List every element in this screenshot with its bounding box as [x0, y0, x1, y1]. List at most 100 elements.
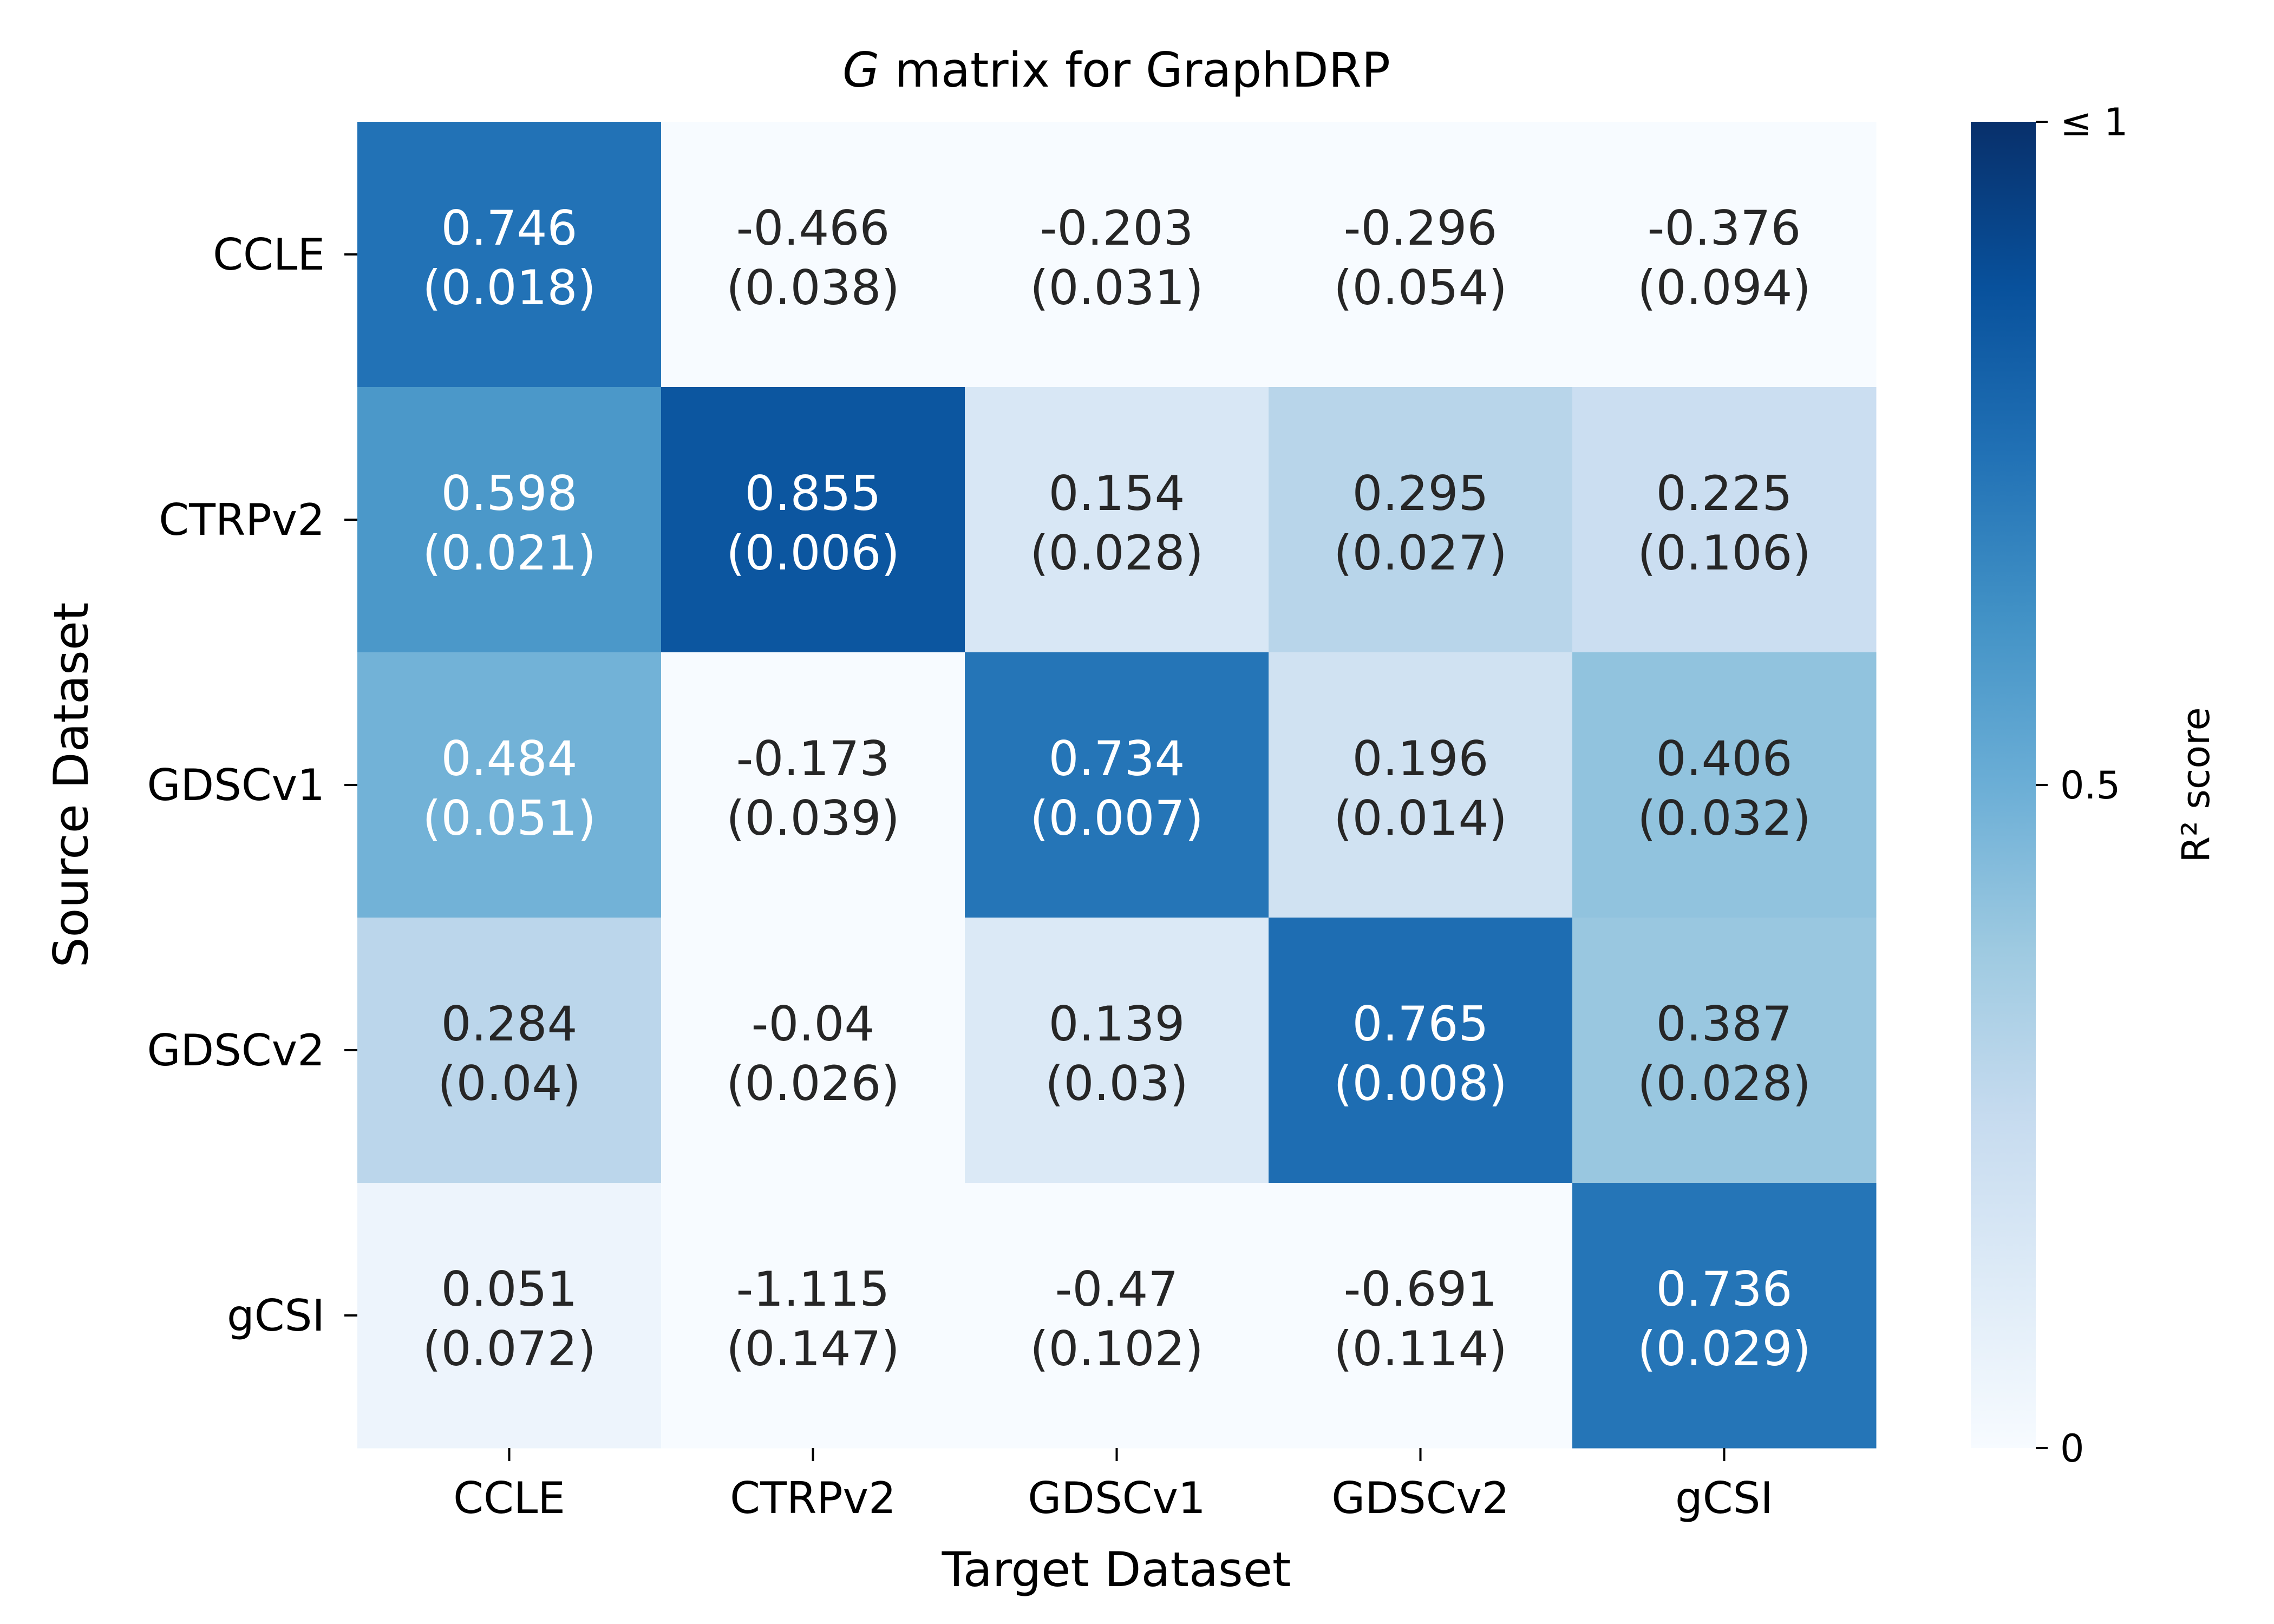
cell-std-label: (0.094)	[1637, 260, 1811, 316]
heatmap-cell	[661, 1183, 965, 1449]
cell-value-label: -0.296	[1344, 200, 1498, 256]
x-tick-label: gCSI	[1675, 1473, 1773, 1523]
heatmap-cell	[1269, 918, 1573, 1183]
heatmap-cell	[661, 122, 965, 388]
cell-std-label: (0.014)	[1334, 790, 1507, 846]
heatmap-cell	[1269, 122, 1573, 388]
cell-std-label: (0.026)	[726, 1056, 900, 1111]
chart-title: G matrix for GraphDRP	[842, 42, 1390, 98]
cell-value-label: 0.051	[441, 1261, 578, 1317]
y-tick-label: CTRPv2	[159, 495, 325, 545]
y-tick-label: GDSCv1	[147, 760, 325, 810]
cell-value-label: -0.203	[1040, 200, 1194, 256]
colorbar-tick-label: ≤ 1	[2060, 100, 2128, 145]
y-axis-label: Source Dataset	[43, 603, 99, 968]
cell-std-label: (0.147)	[726, 1321, 900, 1377]
cell-std-label: (0.04)	[437, 1056, 581, 1111]
y-tick-label: GDSCv2	[147, 1025, 325, 1076]
heatmap-cell	[357, 387, 662, 653]
heatmap-cell	[965, 387, 1269, 653]
cell-std-label: (0.007)	[1030, 790, 1204, 846]
cell-std-label: (0.006)	[726, 525, 900, 581]
x-axis-label: Target Dataset	[942, 1542, 1291, 1597]
x-tick-label: CTRPv2	[730, 1473, 896, 1523]
cell-value-label: -0.466	[736, 200, 890, 256]
cell-value-label: 0.154	[1049, 466, 1185, 521]
x-tick-label: CCLE	[453, 1473, 565, 1523]
cell-value-label: -0.47	[1055, 1261, 1179, 1317]
heatmap-cell	[1269, 652, 1573, 918]
cell-std-label: (0.114)	[1334, 1321, 1507, 1377]
heatmap-cell	[1572, 652, 1877, 918]
heatmap-cell	[1572, 122, 1877, 388]
cell-std-label: (0.018)	[422, 260, 596, 316]
y-axis-ticks: CCLE CTRPv2 GDSCv1 GDSCv2 gCSI	[147, 230, 357, 1341]
colorbar-label: R² score	[2174, 707, 2218, 862]
x-tick-label: GDSCv2	[1331, 1473, 1509, 1523]
heatmap-cell	[965, 122, 1269, 388]
colorbar-ticks: 0 0.5 ≤ 1	[2036, 100, 2128, 1471]
cell-std-label: (0.032)	[1637, 790, 1811, 846]
colorbar	[1971, 122, 2036, 1448]
heatmap-cell	[357, 652, 662, 918]
cell-value-label: -0.173	[736, 731, 890, 787]
y-tick-label: CCLE	[213, 230, 325, 280]
cell-std-label: (0.051)	[422, 790, 596, 846]
cell-value-label: 0.387	[1656, 996, 1793, 1052]
cell-std-label: (0.054)	[1334, 260, 1507, 316]
heatmap-cell	[661, 918, 965, 1183]
cell-std-label: (0.038)	[726, 260, 900, 316]
heatmap-cell	[661, 652, 965, 918]
heatmap-cell	[357, 918, 662, 1183]
cell-std-label: (0.039)	[726, 790, 900, 846]
cell-value-label: 0.484	[441, 731, 578, 787]
cell-value-label: -0.04	[752, 996, 875, 1052]
cell-value-label: 0.196	[1352, 731, 1489, 787]
cell-value-label: -0.376	[1648, 200, 1801, 256]
cell-value-label: 0.225	[1656, 466, 1793, 521]
cell-std-label: (0.028)	[1637, 1056, 1811, 1111]
heatmap-cell-labels: 0.746(0.018) -0.466(0.038) -0.203(0.031) -0…	[422, 200, 1811, 1377]
heatmap-cell	[965, 652, 1269, 918]
cell-value-label: 0.736	[1656, 1261, 1793, 1317]
cell-std-label: (0.028)	[1030, 525, 1204, 581]
heatmap-cell	[1572, 387, 1877, 653]
heatmap-cell	[1269, 1183, 1573, 1449]
cell-value-label: 0.598	[441, 466, 578, 521]
cell-std-label: (0.072)	[422, 1321, 596, 1377]
heatmap-cell	[661, 387, 965, 653]
cell-value-label: -1.115	[736, 1261, 890, 1317]
heatmap-cell	[1572, 1183, 1877, 1449]
heatmap-cells	[357, 122, 1877, 1449]
cell-value-label: 0.734	[1049, 731, 1185, 787]
heatmap-cell	[357, 1183, 662, 1449]
cell-std-label: (0.008)	[1334, 1056, 1507, 1111]
cell-value-label: 0.746	[441, 200, 578, 256]
cell-std-label: (0.03)	[1045, 1056, 1188, 1111]
cell-value-label: 0.284	[441, 996, 578, 1052]
heatmap-cell	[965, 918, 1269, 1183]
cell-value-label: 0.139	[1049, 996, 1185, 1052]
heatmap-cell	[357, 122, 662, 388]
cell-value-label: 0.406	[1656, 731, 1793, 787]
chart-title-rest: matrix for GraphDRP	[879, 42, 1390, 98]
cell-std-label: (0.102)	[1030, 1321, 1204, 1377]
chart-title-italic: G	[842, 42, 879, 98]
colorbar-tick-label: 0.5	[2060, 763, 2120, 808]
cell-value-label: 0.855	[745, 466, 881, 521]
cell-value-label: 0.295	[1352, 466, 1489, 521]
heatmap-cell	[1572, 918, 1877, 1183]
cell-value-label: 0.765	[1352, 996, 1489, 1052]
cell-value-label: -0.691	[1344, 1261, 1498, 1317]
cell-std-label: (0.029)	[1637, 1321, 1811, 1377]
x-tick-label: GDSCv1	[1028, 1473, 1205, 1523]
cell-std-label: (0.031)	[1030, 260, 1204, 316]
colorbar-tick-label: 0	[2060, 1426, 2084, 1471]
cell-std-label: (0.021)	[422, 525, 596, 581]
heatmap-cell	[965, 1183, 1269, 1449]
cell-std-label: (0.106)	[1637, 525, 1811, 581]
x-axis-ticks: CCLE CTRPv2 GDSCv1 GDSCv2 gCSI	[453, 1448, 1773, 1523]
cell-std-label: (0.027)	[1334, 525, 1507, 581]
y-tick-label: gCSI	[227, 1291, 325, 1341]
